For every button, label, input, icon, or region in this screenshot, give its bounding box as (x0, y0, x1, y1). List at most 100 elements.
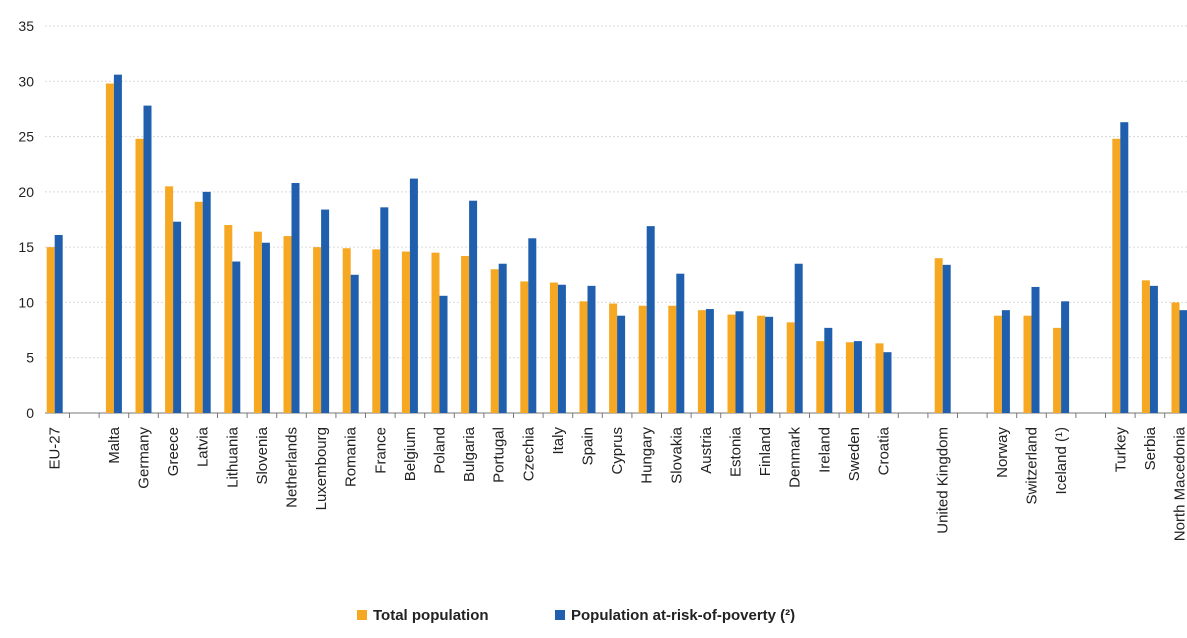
bar-population-at-risk (262, 243, 270, 413)
y-tick-label: 15 (18, 239, 34, 255)
bar-population-at-risk (1002, 310, 1010, 413)
bar-total-population (550, 283, 558, 413)
bar-total-population (787, 322, 795, 413)
bar-population-at-risk (410, 179, 418, 413)
bar-total-population (461, 256, 469, 413)
bar-total-population (432, 253, 440, 413)
x-category-label: Serbia (1142, 426, 1159, 470)
x-category-label: Slovakia (668, 426, 685, 483)
legend-label-population-at-risk: Population at-risk-of-poverty (²) (571, 607, 795, 624)
bar-total-population (165, 186, 173, 413)
bars (47, 75, 1187, 413)
bar-population-at-risk (1120, 122, 1128, 413)
bar-population-at-risk (1032, 287, 1040, 413)
bar-total-population (994, 316, 1002, 413)
bar-population-at-risk (440, 296, 448, 413)
bar-total-population (491, 269, 499, 413)
x-category-label: Turkey (1112, 427, 1129, 473)
x-category-label: Latvia (195, 426, 212, 467)
x-category-label: Switzerland (1024, 427, 1041, 505)
bar-total-population (580, 301, 588, 413)
y-tick-label: 30 (18, 73, 34, 89)
bar-total-population (668, 306, 676, 413)
x-category-label: Bulgaria (461, 426, 478, 482)
bar-total-population (639, 306, 647, 413)
bar-population-at-risk (795, 264, 803, 413)
bar-total-population (372, 249, 380, 413)
x-category-label: Ireland (816, 427, 833, 473)
x-category-label: Estonia (728, 426, 745, 477)
legend-swatch-total-population (357, 610, 367, 620)
bar-population-at-risk (943, 265, 951, 413)
bar-population-at-risk (1180, 310, 1187, 413)
bar-population-at-risk (499, 264, 507, 413)
bar-total-population (728, 315, 736, 413)
bar-total-population (343, 248, 351, 413)
bar-total-population (1142, 280, 1150, 413)
bar-population-at-risk (292, 183, 300, 413)
legend-label-total-population: Total population (373, 607, 489, 624)
legend: Total population Population at-risk-of-p… (357, 607, 795, 624)
bar-population-at-risk (765, 317, 773, 413)
bar-total-population (254, 232, 262, 413)
y-tick-label: 5 (26, 350, 34, 366)
bar-total-population (846, 342, 854, 413)
x-category-label: Poland (432, 427, 449, 474)
bar-population-at-risk (1150, 286, 1158, 413)
x-category-label: Hungary (639, 427, 656, 484)
bar-population-at-risk (824, 328, 832, 413)
bar-population-at-risk (884, 352, 892, 413)
bar-population-at-risk (469, 201, 477, 413)
x-category-label: Germany (136, 427, 153, 489)
x-category-label: Cyprus (609, 427, 626, 475)
x-category-label: Iceland (¹) (1053, 427, 1070, 495)
x-category-label: Croatia (876, 426, 893, 475)
bar-total-population (284, 236, 292, 413)
bar-population-at-risk (676, 274, 684, 413)
x-category-label: Denmark (787, 427, 804, 488)
y-tick-label: 35 (18, 18, 34, 34)
bar-population-at-risk (351, 275, 359, 413)
bar-population-at-risk (528, 238, 536, 413)
bar-total-population (609, 304, 617, 413)
x-category-label: Finland (757, 427, 774, 476)
bar-total-population (1024, 316, 1032, 413)
x-category-label: Italy (550, 427, 567, 455)
x-category-label: Czechia (520, 426, 537, 481)
bar-total-population (1112, 139, 1120, 413)
bar-population-at-risk (706, 309, 714, 413)
x-category-label: Lithuania (224, 426, 241, 488)
bar-population-at-risk (232, 262, 240, 413)
bar-population-at-risk (736, 311, 744, 413)
bar-population-at-risk (380, 207, 388, 413)
bar-population-at-risk (588, 286, 596, 413)
bar-total-population (935, 258, 943, 413)
y-tick-label: 25 (18, 129, 34, 145)
x-category-label: Luxembourg (313, 427, 330, 510)
x-category-label: Malta (106, 426, 123, 463)
y-tick-label: 0 (26, 405, 34, 421)
bar-total-population (106, 83, 114, 413)
bar-total-population (1053, 328, 1061, 413)
bar-total-population (876, 343, 884, 413)
x-category-label: Portugal (491, 427, 508, 483)
x-category-label: Romania (343, 426, 360, 487)
x-category-label: Belgium (402, 427, 419, 481)
x-axis-ticks (70, 413, 1165, 418)
y-tick-label: 20 (18, 184, 34, 200)
bar-population-at-risk (647, 226, 655, 413)
bar-total-population (195, 202, 203, 413)
x-category-label: United Kingdom (935, 427, 952, 534)
bar-total-population (136, 139, 144, 413)
x-category-label: Spain (580, 427, 597, 465)
x-category-label: EU-27 (47, 427, 64, 470)
bar-population-at-risk (1061, 301, 1069, 413)
bar-population-at-risk (558, 285, 566, 413)
bar-total-population (757, 316, 765, 413)
x-category-label: North Macedonia (1172, 426, 1187, 541)
x-category-label: Sweden (846, 427, 863, 481)
